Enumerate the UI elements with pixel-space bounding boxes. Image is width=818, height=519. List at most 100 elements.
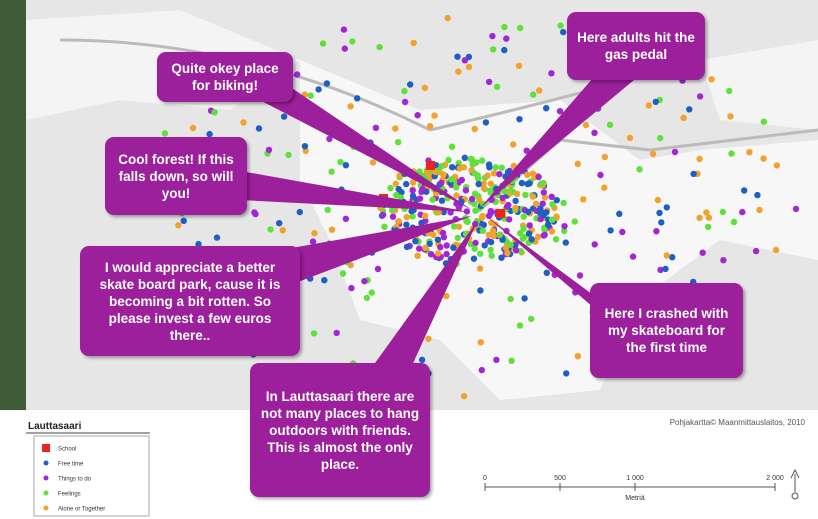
dot	[471, 170, 478, 177]
dot	[403, 221, 410, 228]
dot	[773, 162, 781, 169]
dot	[395, 218, 402, 225]
dot	[654, 196, 662, 204]
pointer	[235, 170, 470, 212]
dot	[719, 208, 727, 216]
dot	[772, 246, 780, 254]
legend-swatch	[43, 490, 49, 496]
dot	[469, 161, 476, 168]
dot	[471, 190, 479, 197]
dot	[553, 197, 560, 204]
dot	[347, 103, 354, 110]
dot	[663, 204, 670, 211]
dot	[538, 180, 545, 187]
dot	[476, 196, 483, 204]
callout: In Lauttasaari there are not many places…	[250, 363, 430, 497]
dot	[534, 233, 542, 240]
dot	[477, 250, 484, 257]
dot	[517, 230, 524, 237]
dot	[616, 210, 623, 217]
dot	[294, 71, 301, 78]
dot	[730, 218, 738, 226]
dot	[626, 134, 634, 141]
dot	[487, 180, 494, 187]
dot	[548, 70, 555, 77]
dot	[315, 86, 322, 93]
dot	[389, 207, 396, 214]
dot	[418, 356, 426, 363]
dot	[561, 223, 568, 230]
dot	[501, 46, 508, 54]
dot	[478, 157, 486, 164]
dot	[536, 87, 543, 94]
dot	[499, 194, 506, 202]
dot	[463, 208, 471, 215]
dot	[414, 112, 421, 119]
dot	[526, 222, 533, 229]
dot	[484, 172, 491, 179]
dot	[562, 239, 569, 246]
dot	[401, 98, 409, 106]
dot	[510, 141, 517, 148]
dot	[529, 193, 537, 200]
dot	[680, 114, 687, 122]
dot	[726, 87, 733, 95]
dot	[453, 184, 460, 191]
dot	[461, 154, 468, 161]
dot	[450, 244, 457, 251]
dot	[696, 214, 703, 221]
dot	[276, 220, 283, 227]
dot	[544, 221, 552, 228]
legend-label: School	[58, 447, 76, 453]
callout: Here I crashed with my skateboard for th…	[590, 283, 743, 378]
dot	[657, 134, 664, 142]
dot	[487, 187, 494, 194]
dot	[532, 200, 540, 207]
dot	[323, 80, 331, 87]
dot	[374, 265, 382, 273]
dot	[392, 125, 399, 132]
pointer	[370, 220, 478, 370]
dot	[485, 161, 493, 168]
dot	[403, 213, 410, 221]
dot	[485, 78, 493, 86]
dot	[606, 121, 614, 128]
dot	[493, 356, 500, 363]
dot	[480, 221, 487, 228]
dot	[498, 254, 505, 261]
dot	[394, 139, 402, 146]
legend-label: Alone or Together	[58, 507, 105, 513]
dot	[471, 200, 478, 208]
pointer	[485, 215, 620, 330]
dot	[408, 207, 415, 215]
dot	[432, 168, 439, 176]
legend-swatch	[43, 505, 49, 511]
dot	[396, 172, 403, 179]
dot	[340, 26, 348, 33]
dot	[519, 235, 527, 242]
dot	[324, 206, 331, 214]
dot	[601, 184, 608, 191]
dot	[477, 287, 484, 294]
dot	[361, 278, 368, 285]
dot	[418, 219, 425, 227]
dot	[792, 205, 800, 213]
dot	[493, 83, 501, 91]
dot	[690, 170, 697, 178]
dot	[580, 196, 587, 203]
dot	[487, 207, 494, 215]
callout-pointers	[235, 70, 640, 370]
dot	[403, 180, 410, 188]
dot	[496, 231, 503, 238]
dot	[319, 40, 327, 47]
dot	[255, 125, 263, 132]
dot	[414, 252, 421, 259]
dot	[508, 357, 515, 364]
dot	[403, 243, 411, 251]
school-marker	[496, 209, 505, 218]
dot	[267, 226, 274, 233]
dot	[522, 191, 529, 199]
dot	[607, 227, 614, 234]
dot	[279, 227, 286, 234]
dot	[480, 180, 487, 187]
